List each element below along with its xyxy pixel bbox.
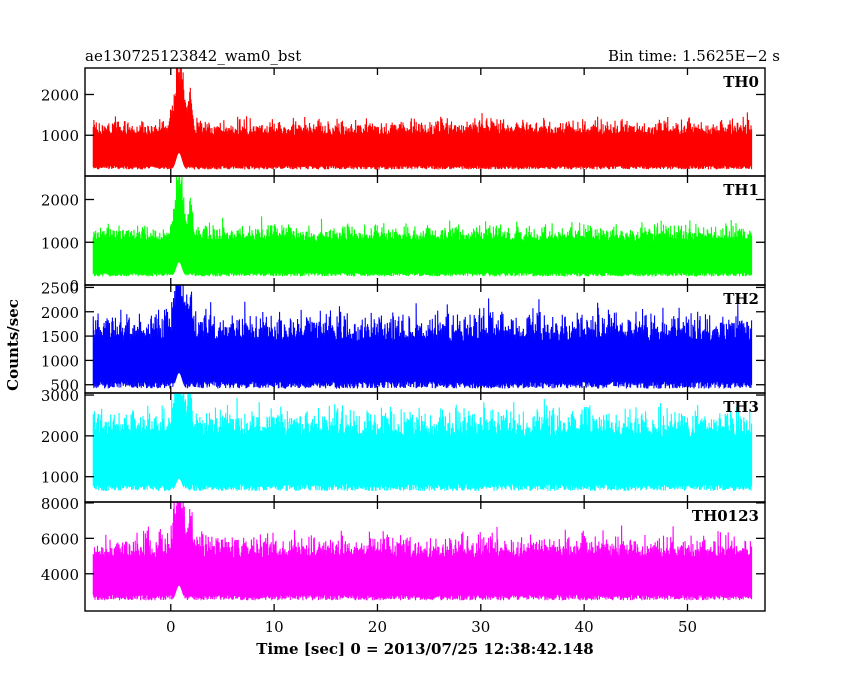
burst-underlay (169, 585, 189, 611)
x-tick-label: 10 (265, 618, 284, 636)
y-tick-label: 1000 (41, 352, 79, 370)
burst-underlay (169, 478, 189, 502)
series-line-th0123 (92, 501, 753, 601)
panel-label: TH0 (723, 73, 759, 91)
y-tick-label: 6000 (41, 530, 79, 548)
x-axis-label: Time [sec] 0 = 2013/07/25 12:38:42.148 (256, 640, 593, 658)
y-tick-label: 8000 (41, 495, 79, 513)
panel-th0123: 4000 6000 8000 TH0123 (41, 495, 766, 612)
panel-th2: 500 1000 1500 2000 2500 TH2 (41, 279, 766, 395)
x-tick-label: 0 (166, 618, 176, 636)
y-tick-label: 1000 (41, 127, 79, 145)
x-tick-label: 50 (678, 618, 697, 636)
burst-underlay (169, 373, 189, 393)
panel-th3: 1000 2000 3000 TH3 (41, 387, 766, 503)
y-tick-label: 4000 (41, 566, 79, 584)
x-tick-label: 40 (575, 618, 594, 636)
y-tick-label: 2000 (41, 192, 79, 210)
burst-underlay (169, 262, 189, 285)
burst-underlay (169, 153, 189, 176)
series-line-th1 (92, 175, 753, 277)
panel-stack: 1000 2000 TH0 0 1000 2000 TH1 500 1000 1500 2000 25… (41, 67, 766, 612)
panel-frame (84, 501, 766, 612)
series-line-th3 (92, 392, 753, 492)
y-tick-label: 1500 (41, 328, 79, 346)
y-tick-label: 3000 (41, 387, 79, 405)
y-axis-label: Counts/sec (4, 299, 22, 391)
y-tick-label: 1000 (41, 469, 79, 487)
y-tick-label: 2000 (41, 428, 79, 446)
x-tick-label: 20 (368, 618, 387, 636)
panel-label: TH1 (723, 181, 759, 199)
series-line-th2 (92, 284, 753, 389)
y-tick-label: 1000 (41, 234, 79, 252)
x-axis: 0 10 20 30 40 50 (166, 618, 697, 636)
y-tick-label: 0 (69, 277, 79, 295)
panel-th0: 1000 2000 TH0 (41, 67, 766, 177)
panel-label: TH3 (723, 398, 759, 416)
figure-title-left: ae130725123842_wam0_bst (85, 47, 301, 65)
series-line-th0 (92, 67, 753, 170)
y-tick-label: 2000 (41, 86, 79, 104)
x-tick-label: 30 (471, 618, 490, 636)
panel-label: TH0123 (692, 507, 759, 525)
figure-title-right: Bin time: 1.5625E−2 s (608, 47, 780, 65)
y-tick-label: 2000 (41, 304, 79, 322)
panel-label: TH2 (723, 290, 759, 308)
y-tick-label: 500 (50, 377, 79, 395)
panel-th1: 0 1000 2000 TH1 (41, 175, 766, 295)
y-tick-label: 2500 (41, 279, 79, 297)
